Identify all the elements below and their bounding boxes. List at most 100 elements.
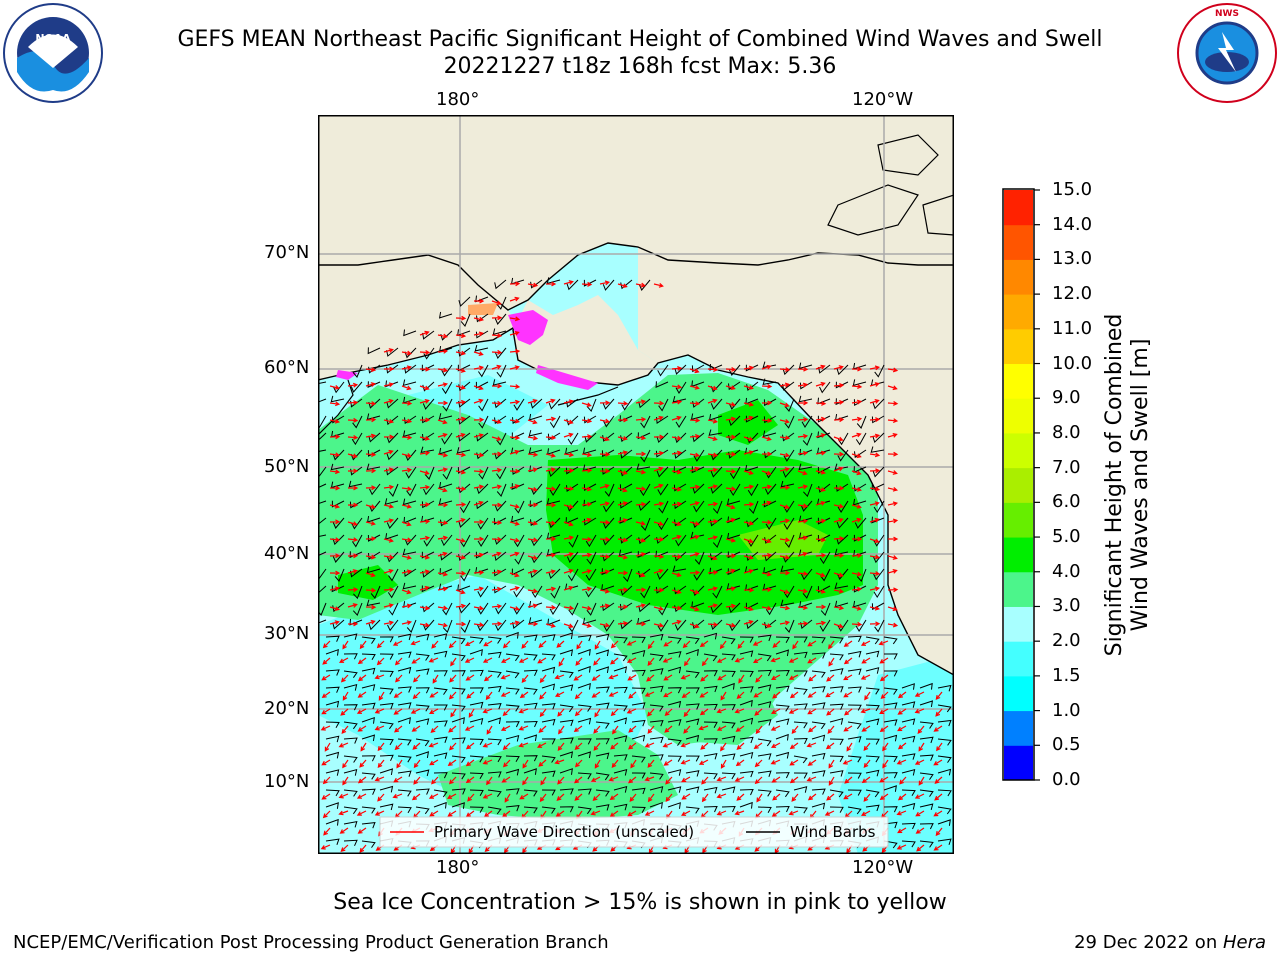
wind-barb [783, 449, 795, 462]
wave-arrow [689, 589, 700, 595]
wave-arrow [321, 708, 331, 715]
wind-barb [487, 738, 502, 746]
wind-barb [496, 296, 507, 310]
wind-barb [343, 769, 358, 776]
wind-barb [477, 585, 489, 598]
wave-arrow [539, 708, 547, 718]
wave-arrow [671, 534, 682, 540]
wave-arrow [491, 621, 503, 627]
wind-barb [703, 721, 718, 728]
wave-arrow [617, 450, 629, 456]
wind-barb [901, 735, 916, 743]
wind-barb [729, 483, 741, 497]
wind-barb [547, 432, 561, 441]
wind-barb [476, 313, 489, 323]
wind-barb [745, 415, 759, 423]
wind-barb [458, 432, 471, 442]
wind-barb [397, 633, 412, 641]
colorbar-tick-label: 6.0 [1052, 491, 1081, 513]
wind-barb [494, 551, 507, 561]
wave-arrow [437, 571, 449, 577]
wave-arrow [347, 569, 358, 574]
wind-barb [937, 719, 952, 727]
wave-arrow [797, 382, 809, 388]
wave-arrow [491, 603, 503, 609]
wind-barb [835, 398, 849, 406]
wave-arrow [653, 450, 665, 456]
wave-arrow [915, 810, 925, 817]
wind-barb [349, 551, 363, 559]
wave-arrow [826, 793, 835, 801]
wave-arrow [374, 708, 385, 714]
wave-arrow [653, 554, 665, 560]
wave-arrow [413, 674, 421, 683]
wave-arrow [483, 640, 493, 647]
wave-arrow [365, 468, 377, 474]
wave-arrow [329, 553, 341, 559]
wave-band-4-5 [718, 400, 778, 445]
wave-arrow [635, 469, 647, 475]
wave-arrow [617, 501, 628, 506]
wave-arrow [411, 793, 421, 801]
wind-barb [343, 820, 358, 828]
wave-arrow [527, 502, 539, 508]
wind-barb [523, 634, 538, 641]
wind-barb [685, 703, 700, 710]
wave-arrow [359, 844, 367, 853]
wind-barb [332, 449, 345, 461]
wind-barb [703, 685, 718, 693]
wind-barb [836, 364, 849, 376]
wind-barb [853, 585, 867, 593]
wave-arrow [681, 776, 691, 783]
wind-barb [675, 415, 687, 428]
wave-arrow [635, 621, 647, 627]
wind-barb [513, 585, 525, 598]
wave-arrow [772, 640, 781, 648]
wave-arrow [869, 538, 880, 544]
wind-barb [685, 770, 700, 777]
wave-arrow [419, 385, 430, 391]
wave-arrow [869, 501, 880, 507]
wind-barb [620, 534, 633, 544]
wind-barb [367, 534, 381, 542]
wind-barb [739, 788, 754, 796]
wind-barb [330, 395, 345, 403]
wave-arrow [828, 776, 835, 786]
wave-arrow [861, 725, 871, 732]
wave-arrow [815, 433, 826, 438]
wave-arrow [755, 674, 763, 683]
wave-arrow [383, 484, 395, 490]
wind-barb [693, 568, 705, 581]
wave-arrow [689, 570, 701, 576]
wind-barb [433, 789, 448, 798]
wave-arrow [612, 725, 619, 735]
wind-barb [865, 738, 880, 745]
wind-barb [505, 721, 520, 728]
wind-barb [495, 602, 507, 615]
wave-arrow [725, 586, 737, 592]
wave-arrow [473, 500, 484, 506]
wind-barb [583, 483, 597, 492]
wave-arrow [599, 436, 610, 442]
wave-arrow [401, 537, 413, 543]
wind-barb [333, 381, 345, 394]
wind-barb [559, 649, 574, 656]
wave-arrow [536, 742, 547, 748]
wave-arrow [563, 585, 574, 591]
wave-arrow [752, 657, 763, 664]
wave-arrow [395, 674, 403, 683]
wind-barb [577, 682, 591, 690]
wind-barb [559, 684, 574, 691]
wave-arrow [581, 586, 593, 592]
wave-arrow [473, 570, 485, 576]
wave-arrow [863, 793, 871, 802]
wave-arrow [378, 691, 385, 701]
wave-arrow [653, 606, 664, 611]
wind-barb [667, 755, 682, 762]
wave-arrow [383, 348, 394, 353]
wave-arrow [509, 331, 520, 336]
wind-barb [476, 483, 489, 495]
wave-arrow [671, 469, 683, 475]
wave-arrow [473, 519, 485, 525]
colorbar-cell [1004, 675, 1033, 712]
